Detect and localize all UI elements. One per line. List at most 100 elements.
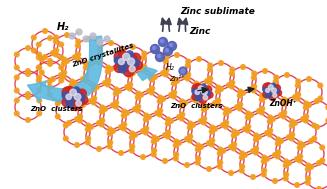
Circle shape bbox=[37, 65, 42, 70]
Circle shape bbox=[144, 117, 148, 122]
Circle shape bbox=[129, 66, 135, 72]
Circle shape bbox=[77, 105, 82, 110]
Circle shape bbox=[81, 103, 85, 107]
Circle shape bbox=[123, 66, 134, 77]
Circle shape bbox=[14, 52, 19, 57]
Circle shape bbox=[153, 49, 157, 53]
Circle shape bbox=[107, 144, 112, 149]
Circle shape bbox=[164, 46, 173, 56]
Circle shape bbox=[26, 92, 30, 96]
Circle shape bbox=[157, 99, 162, 104]
Circle shape bbox=[48, 62, 52, 66]
Circle shape bbox=[123, 53, 130, 60]
Circle shape bbox=[197, 57, 201, 61]
Circle shape bbox=[284, 172, 289, 177]
Circle shape bbox=[73, 55, 77, 59]
Circle shape bbox=[53, 39, 58, 44]
Circle shape bbox=[304, 114, 309, 119]
Circle shape bbox=[63, 136, 68, 141]
Circle shape bbox=[215, 102, 220, 107]
Circle shape bbox=[232, 133, 236, 138]
Circle shape bbox=[282, 101, 286, 106]
Circle shape bbox=[273, 153, 277, 157]
Circle shape bbox=[188, 134, 193, 139]
Circle shape bbox=[202, 116, 207, 121]
Circle shape bbox=[180, 99, 185, 104]
Circle shape bbox=[128, 69, 132, 74]
Circle shape bbox=[164, 55, 169, 60]
Circle shape bbox=[119, 64, 124, 69]
Circle shape bbox=[36, 78, 41, 83]
Circle shape bbox=[230, 80, 234, 85]
Circle shape bbox=[207, 80, 212, 85]
Circle shape bbox=[317, 187, 321, 189]
Circle shape bbox=[36, 42, 41, 47]
Circle shape bbox=[207, 92, 213, 98]
Circle shape bbox=[197, 83, 201, 87]
Circle shape bbox=[87, 63, 91, 67]
Circle shape bbox=[117, 63, 121, 67]
Circle shape bbox=[186, 59, 191, 64]
Circle shape bbox=[187, 138, 192, 143]
Circle shape bbox=[260, 106, 265, 111]
Circle shape bbox=[150, 86, 155, 91]
Circle shape bbox=[155, 111, 159, 115]
Circle shape bbox=[285, 73, 289, 77]
Circle shape bbox=[48, 36, 52, 40]
Circle shape bbox=[309, 139, 313, 143]
Circle shape bbox=[76, 43, 80, 48]
Circle shape bbox=[118, 65, 127, 73]
Text: Zinc: Zinc bbox=[189, 26, 211, 36]
Circle shape bbox=[61, 74, 66, 79]
Text: ZnO  clusters: ZnO clusters bbox=[170, 103, 222, 109]
Circle shape bbox=[159, 37, 167, 46]
Circle shape bbox=[297, 158, 302, 163]
Circle shape bbox=[303, 105, 308, 110]
Circle shape bbox=[161, 40, 164, 43]
Circle shape bbox=[75, 143, 79, 147]
Circle shape bbox=[14, 88, 19, 93]
Circle shape bbox=[290, 132, 295, 137]
Circle shape bbox=[114, 100, 119, 105]
Circle shape bbox=[179, 67, 187, 75]
Circle shape bbox=[165, 134, 170, 139]
Text: ZnOH⁺: ZnOH⁺ bbox=[269, 99, 297, 108]
Circle shape bbox=[92, 100, 96, 105]
Circle shape bbox=[53, 52, 58, 57]
Circle shape bbox=[195, 94, 201, 101]
Circle shape bbox=[241, 65, 245, 69]
Circle shape bbox=[237, 106, 242, 111]
Circle shape bbox=[298, 141, 302, 146]
Circle shape bbox=[133, 107, 137, 111]
Circle shape bbox=[295, 183, 299, 187]
Circle shape bbox=[180, 112, 185, 117]
Circle shape bbox=[70, 92, 75, 97]
Circle shape bbox=[92, 96, 96, 101]
Circle shape bbox=[14, 111, 19, 116]
Circle shape bbox=[205, 79, 209, 83]
Circle shape bbox=[74, 94, 81, 100]
Circle shape bbox=[128, 86, 132, 91]
Circle shape bbox=[181, 69, 185, 73]
Circle shape bbox=[97, 47, 102, 52]
Circle shape bbox=[175, 53, 179, 57]
Circle shape bbox=[261, 159, 266, 164]
Circle shape bbox=[218, 160, 223, 165]
Circle shape bbox=[171, 81, 176, 86]
Circle shape bbox=[47, 92, 52, 97]
Circle shape bbox=[287, 135, 291, 139]
Circle shape bbox=[180, 103, 184, 108]
Circle shape bbox=[276, 150, 281, 155]
Circle shape bbox=[26, 118, 30, 122]
Circle shape bbox=[142, 64, 146, 69]
Circle shape bbox=[164, 72, 168, 77]
Circle shape bbox=[266, 83, 271, 88]
Circle shape bbox=[59, 73, 63, 77]
Circle shape bbox=[86, 136, 91, 141]
Circle shape bbox=[174, 152, 179, 157]
Circle shape bbox=[251, 175, 255, 179]
Circle shape bbox=[113, 91, 118, 96]
Circle shape bbox=[205, 105, 209, 109]
Circle shape bbox=[229, 171, 233, 175]
Circle shape bbox=[87, 37, 91, 41]
